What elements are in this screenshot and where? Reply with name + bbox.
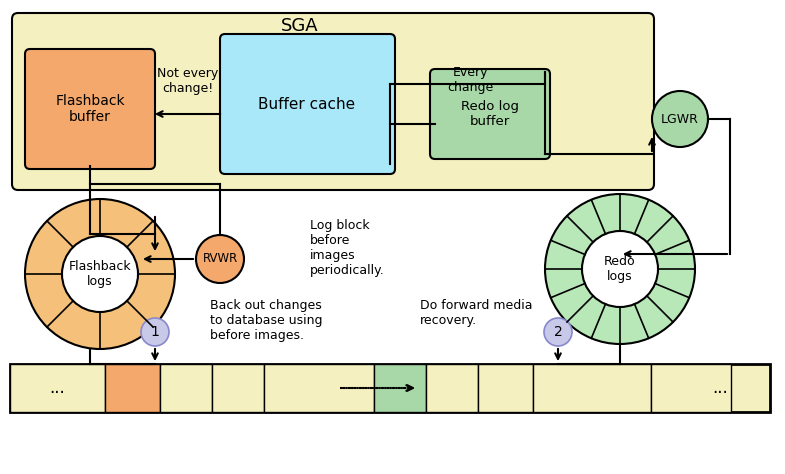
- Bar: [426, 364, 478, 412]
- Circle shape: [196, 235, 244, 283]
- Circle shape: [544, 318, 572, 346]
- Text: Do forward media
recovery.: Do forward media recovery.: [420, 299, 532, 327]
- Text: Every
change: Every change: [447, 66, 493, 94]
- Text: Flashback
buffer: Flashback buffer: [55, 94, 125, 124]
- Circle shape: [582, 231, 658, 307]
- Text: RVWR: RVWR: [203, 253, 238, 265]
- Circle shape: [62, 236, 138, 312]
- Text: SGA: SGA: [281, 17, 319, 35]
- Text: Log block
before
images
periodically.: Log block before images periodically.: [310, 219, 385, 277]
- FancyBboxPatch shape: [220, 34, 395, 174]
- Text: Flashback
logs: Flashback logs: [69, 260, 131, 288]
- Circle shape: [652, 91, 708, 147]
- Circle shape: [25, 199, 175, 349]
- Bar: [374, 364, 426, 412]
- Text: Redo
logs: Redo logs: [604, 255, 636, 283]
- Bar: [160, 364, 212, 412]
- Bar: [264, 364, 374, 412]
- Text: ...: ...: [49, 379, 65, 397]
- Bar: [651, 364, 731, 412]
- Bar: [478, 364, 533, 412]
- Text: 1: 1: [151, 325, 159, 339]
- Bar: [533, 364, 651, 412]
- Bar: [212, 364, 264, 412]
- Bar: [10, 364, 770, 412]
- Text: Not every
change!: Not every change!: [157, 67, 219, 95]
- FancyBboxPatch shape: [25, 49, 155, 169]
- FancyBboxPatch shape: [12, 13, 654, 190]
- Bar: [10, 364, 105, 412]
- Bar: [105, 364, 160, 412]
- Circle shape: [545, 194, 695, 344]
- Circle shape: [141, 318, 169, 346]
- Text: Back out changes
to database using
before images.: Back out changes to database using befor…: [210, 299, 323, 342]
- Text: Redo log
buffer: Redo log buffer: [461, 100, 519, 128]
- Text: ...: ...: [712, 379, 728, 397]
- Text: LGWR: LGWR: [661, 112, 699, 126]
- Text: Buffer cache: Buffer cache: [258, 97, 356, 111]
- FancyBboxPatch shape: [430, 69, 550, 159]
- Text: 2: 2: [553, 325, 562, 339]
